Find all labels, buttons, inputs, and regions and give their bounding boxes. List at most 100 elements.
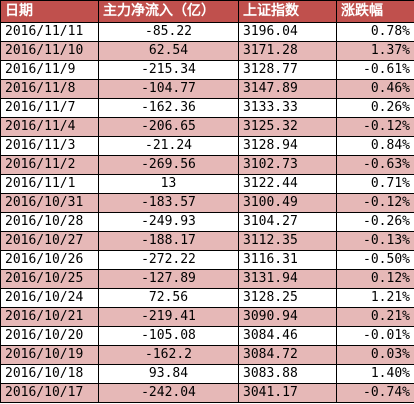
cell-shanghai-index: 3100.49: [238, 193, 337, 213]
cell-shanghai-index: 3128.25: [238, 288, 337, 308]
cell-date: 2016/11/9: [0, 60, 99, 80]
cell-date: 2016/10/26: [0, 250, 99, 270]
table-row: 2016/10/19 -162.2 3084.72 0.03%: [0, 345, 414, 365]
cell-date: 2016/10/31: [0, 193, 99, 213]
table-row: 2016/11/11 -85.22 3196.04 0.78%: [0, 22, 414, 42]
table-row: 2016/11/4 -206.65 3125.32 -0.12%: [0, 117, 414, 137]
cell-main-net-inflow: 72.56: [98, 288, 239, 308]
cell-main-net-inflow: -162.36: [98, 98, 239, 118]
cell-change-percent: 0.21%: [336, 307, 414, 327]
table-row: 2016/11/10 62.54 3171.28 1.37%: [0, 41, 414, 61]
cell-change-percent: 1.37%: [336, 41, 414, 61]
cell-main-net-inflow: -269.56: [98, 155, 239, 175]
cell-main-net-inflow: -242.04: [98, 383, 239, 403]
table-row: 2016/11/1 13 3122.44 0.71%: [0, 174, 414, 194]
cell-change-percent: -0.26%: [336, 212, 414, 232]
cell-shanghai-index: 3171.28: [238, 41, 337, 61]
cell-shanghai-index: 3128.77: [238, 60, 337, 80]
cell-main-net-inflow: 93.84: [98, 364, 239, 384]
cell-shanghai-index: 3147.89: [238, 79, 337, 99]
cell-change-percent: 0.84%: [336, 136, 414, 156]
cell-date: 2016/11/11: [0, 22, 99, 42]
cell-change-percent: 0.46%: [336, 79, 414, 99]
table-body: 2016/11/11 -85.22 3196.04 0.78% 2016/11/10 62…: [0, 22, 414, 403]
cell-main-net-inflow: -188.17: [98, 231, 239, 251]
cell-change-percent: 1.40%: [336, 364, 414, 384]
table-row: 2016/10/20 -105.08 3084.46 -0.01%: [0, 326, 414, 346]
cell-change-percent: 0.71%: [336, 174, 414, 194]
cell-shanghai-index: 3090.94: [238, 307, 337, 327]
table-row: 2016/11/3 -21.24 3128.94 0.84%: [0, 136, 414, 156]
table-row: 2016/10/28 -249.93 3104.27 -0.26%: [0, 212, 414, 232]
cell-change-percent: -0.12%: [336, 117, 414, 137]
cell-main-net-inflow: -21.24: [98, 136, 239, 156]
table-row: 2016/11/2 -269.56 3102.73 -0.63%: [0, 155, 414, 175]
cell-change-percent: 0.12%: [336, 269, 414, 289]
cell-main-net-inflow: -219.41: [98, 307, 239, 327]
cell-change-percent: -0.01%: [336, 326, 414, 346]
cell-date: 2016/10/27: [0, 231, 99, 251]
cell-shanghai-index: 3084.46: [238, 326, 337, 346]
cell-change-percent: -0.63%: [336, 155, 414, 175]
cell-shanghai-index: 3122.44: [238, 174, 337, 194]
cell-main-net-inflow: -127.89: [98, 269, 239, 289]
cell-change-percent: -0.74%: [336, 383, 414, 403]
cell-shanghai-index: 3104.27: [238, 212, 337, 232]
cell-main-net-inflow: -85.22: [98, 22, 239, 42]
header-shanghai-index: 上证指数: [238, 0, 337, 23]
cell-main-net-inflow: 62.54: [98, 41, 239, 61]
table-row: 2016/11/8 -104.77 3147.89 0.46%: [0, 79, 414, 99]
cell-main-net-inflow: -162.2: [98, 345, 239, 365]
cell-shanghai-index: 3196.04: [238, 22, 337, 42]
cell-change-percent: 0.03%: [336, 345, 414, 365]
cell-shanghai-index: 3133.33: [238, 98, 337, 118]
cell-date: 2016/10/24: [0, 288, 99, 308]
cell-main-net-inflow: -206.65: [98, 117, 239, 137]
cell-date: 2016/11/8: [0, 79, 99, 99]
table-row: 2016/10/18 93.84 3083.88 1.40%: [0, 364, 414, 384]
cell-date: 2016/10/20: [0, 326, 99, 346]
cell-date: 2016/11/3: [0, 136, 99, 156]
cell-date: 2016/10/17: [0, 383, 99, 403]
cell-main-net-inflow: -183.57: [98, 193, 239, 213]
header-main-net-inflow: 主力净流入（亿）: [98, 0, 239, 23]
cell-shanghai-index: 3041.17: [238, 383, 337, 403]
table-row: 2016/10/31 -183.57 3100.49 -0.12%: [0, 193, 414, 213]
cell-shanghai-index: 3128.94: [238, 136, 337, 156]
header-change-percent: 涨跌幅: [336, 0, 414, 23]
cell-date: 2016/11/4: [0, 117, 99, 137]
cell-main-net-inflow: -249.93: [98, 212, 239, 232]
cell-main-net-inflow: -104.77: [98, 79, 239, 99]
table-row: 2016/10/24 72.56 3128.25 1.21%: [0, 288, 414, 308]
table-row: 2016/10/25 -127.89 3131.94 0.12%: [0, 269, 414, 289]
table-row: 2016/11/9 -215.34 3128.77 -0.61%: [0, 60, 414, 80]
cell-date: 2016/10/21: [0, 307, 99, 327]
cell-main-net-inflow: -272.22: [98, 250, 239, 270]
header-date: 日期: [0, 0, 99, 23]
table-row: 2016/10/26 -272.22 3116.31 -0.50%: [0, 250, 414, 270]
cell-date: 2016/11/10: [0, 41, 99, 61]
cell-change-percent: -0.50%: [336, 250, 414, 270]
cell-change-percent: -0.12%: [336, 193, 414, 213]
cell-main-net-inflow: -105.08: [98, 326, 239, 346]
cell-date: 2016/10/28: [0, 212, 99, 232]
cell-date: 2016/11/7: [0, 98, 99, 118]
cell-change-percent: 1.21%: [336, 288, 414, 308]
table-row: 2016/10/21 -219.41 3090.94 0.21%: [0, 307, 414, 327]
cell-change-percent: -0.61%: [336, 60, 414, 80]
cell-shanghai-index: 3116.31: [238, 250, 337, 270]
cell-date: 2016/11/1: [0, 174, 99, 194]
cell-change-percent: 0.78%: [336, 22, 414, 42]
cell-change-percent: -0.13%: [336, 231, 414, 251]
cell-shanghai-index: 3084.72: [238, 345, 337, 365]
cell-change-percent: 0.26%: [336, 98, 414, 118]
cell-shanghai-index: 3125.32: [238, 117, 337, 137]
cell-shanghai-index: 3131.94: [238, 269, 337, 289]
header-row: 日期 主力净流入（亿） 上证指数 涨跌幅: [0, 0, 414, 23]
cell-shanghai-index: 3112.35: [238, 231, 337, 251]
cell-main-net-inflow: -215.34: [98, 60, 239, 80]
cell-date: 2016/11/2: [0, 155, 99, 175]
cell-shanghai-index: 3083.88: [238, 364, 337, 384]
